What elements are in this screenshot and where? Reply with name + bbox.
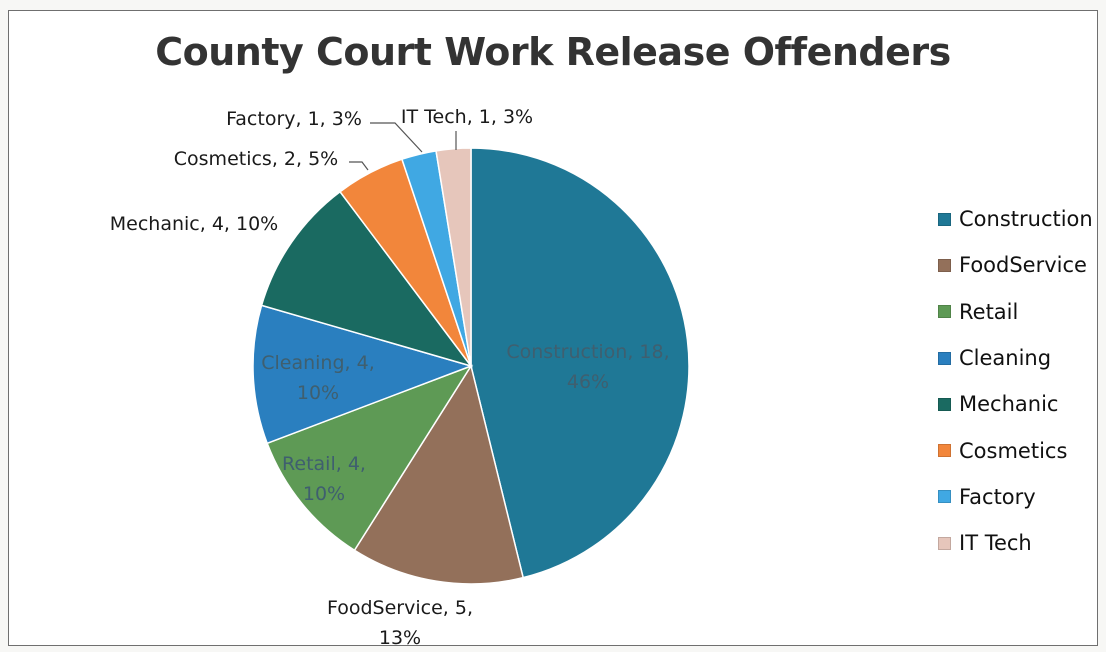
data-label-mechanic: Mechanic, 4, 10% bbox=[110, 213, 278, 235]
legend-label: Mechanic bbox=[959, 392, 1059, 417]
data-labels: Construction, 18, 46% FoodService, 5, 13% Re… bbox=[110, 106, 670, 649]
legend-item-mechanic: Mechanic bbox=[938, 381, 1093, 427]
legend-label: IT Tech bbox=[959, 531, 1032, 556]
leader-line-cosmetics bbox=[349, 161, 369, 171]
data-label-retail: Retail, 4, 10% bbox=[282, 453, 366, 505]
legend-label: Construction bbox=[959, 207, 1093, 232]
data-label-cosmetics: Cosmetics, 2, 5% bbox=[174, 148, 338, 170]
leader-line-factory bbox=[370, 122, 423, 153]
legend-swatch bbox=[938, 536, 951, 550]
legend-swatch bbox=[938, 490, 951, 504]
legend-label: Cleaning bbox=[959, 346, 1052, 371]
pie-slice-it-tech bbox=[435, 147, 472, 367]
legend-item-cleaning: Cleaning bbox=[938, 335, 1093, 381]
data-label-construction: Construction, 18, 46% bbox=[506, 341, 669, 393]
legend-swatch bbox=[938, 397, 951, 411]
legend-item-it-tech: IT Tech bbox=[938, 520, 1093, 566]
pie-slices bbox=[252, 147, 690, 585]
data-label-cleaning: Cleaning, 4, 10% bbox=[261, 352, 375, 404]
pie-slice-retail bbox=[266, 364, 473, 552]
pie-slice-foodservice bbox=[353, 364, 525, 585]
legend-label: Factory bbox=[959, 484, 1036, 509]
legend-swatch bbox=[938, 351, 951, 365]
data-label-it-tech: IT Tech, 1, 3% bbox=[401, 106, 533, 128]
legend-label: Retail bbox=[959, 299, 1019, 324]
legend-item-foodservice: FoodService bbox=[938, 242, 1093, 288]
legend: Construction FoodService Retail Cleaning Mec… bbox=[938, 196, 1093, 566]
leader-lines bbox=[349, 122, 457, 171]
pie-slice-mechanic bbox=[260, 190, 473, 368]
pie-slice-cleaning bbox=[252, 304, 474, 445]
legend-swatch bbox=[938, 444, 951, 458]
data-label-foodservice: FoodService, 5, 13% bbox=[327, 597, 473, 649]
chart-title: County Court Work Release Offenders bbox=[155, 30, 951, 74]
legend-item-retail: Retail bbox=[938, 289, 1093, 335]
data-label-factory: Factory, 1, 3% bbox=[226, 108, 362, 130]
legend-swatch bbox=[938, 212, 951, 226]
legend-swatch bbox=[938, 258, 951, 272]
legend-label: Cosmetics bbox=[959, 438, 1068, 463]
legend-item-cosmetics: Cosmetics bbox=[938, 427, 1093, 473]
legend-swatch bbox=[938, 305, 951, 319]
legend-label: FoodService bbox=[959, 253, 1087, 278]
legend-item-factory: Factory bbox=[938, 474, 1093, 520]
legend-item-construction: Construction bbox=[938, 196, 1093, 242]
pie-slice-construction bbox=[470, 147, 690, 579]
